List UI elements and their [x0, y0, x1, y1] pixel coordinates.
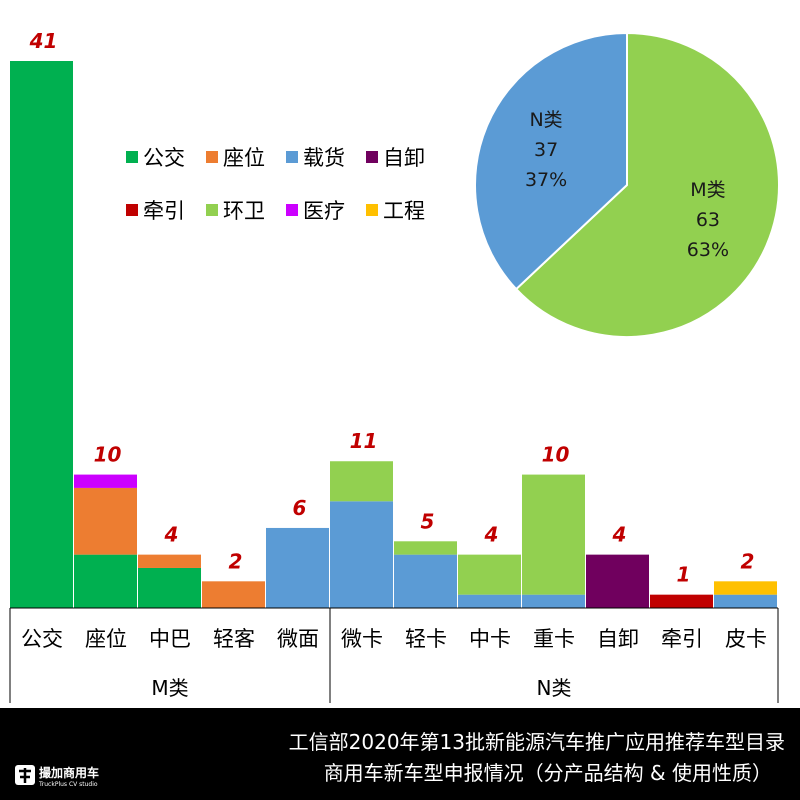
- bar-segment-座位-公交: [74, 554, 137, 608]
- bar-segment-皮卡-工程: [714, 581, 777, 595]
- legend-swatch-载货: [286, 151, 298, 163]
- bar-segment-轻客-座位: [202, 581, 265, 608]
- legend-label-载货: 载货: [303, 146, 345, 170]
- footer-title-line2: 商用车新车型申报情况（分产品结构 & 使用性质）: [324, 761, 772, 785]
- pie-label-M类-name: M类: [690, 179, 725, 201]
- bar-segment-中巴-公交: [138, 567, 201, 608]
- bar-segment-轻卡-载货: [394, 554, 457, 608]
- data-label-轻客: 2: [229, 549, 243, 573]
- pie-slice-M类: [514, 31, 780, 338]
- legend-swatch-工程: [366, 204, 378, 216]
- category-axis: 公交 座位 中巴 轻客 微面 微卡 轻卡 中卡 重卡 自卸 牵引 皮卡 M类 N类: [9, 607, 779, 703]
- legend-swatch-座位: [206, 151, 218, 163]
- legend-label-牵引: 牵引: [143, 199, 185, 223]
- group-label-M类: M类: [151, 676, 188, 700]
- logo-icon-mark: [19, 768, 31, 783]
- pie-label-N类-percent: 37%: [525, 169, 567, 191]
- bar-segment-轻卡-环卫: [394, 541, 457, 555]
- category-label-轻卡: 轻卡: [405, 627, 447, 651]
- data-label-重卡: 10: [542, 443, 570, 467]
- data-label-中卡: 4: [484, 523, 499, 547]
- pie-label-N类-name: N类: [529, 109, 562, 131]
- bar-segment-牵引-牵引: [650, 594, 713, 608]
- bar-segment-座位-医疗: [74, 474, 137, 488]
- footer-background: [0, 708, 800, 800]
- bar-segment-皮卡-载货: [714, 594, 777, 608]
- pie-chart: M类 63 63% N类 37 37%: [474, 31, 780, 338]
- category-label-座位: 座位: [85, 627, 127, 651]
- category-label-微卡: 微卡: [341, 627, 383, 651]
- footer-banner: 工信部2020年第13批新能源汽车推广应用推荐车型目录 商用车新车型申报情况（分…: [0, 708, 800, 800]
- category-label-自卸: 自卸: [597, 627, 639, 651]
- category-label-公交: 公交: [21, 627, 63, 651]
- legend-swatch-医疗: [286, 204, 298, 216]
- data-label-自卸: 4: [612, 523, 627, 547]
- data-label-微面: 6: [293, 496, 307, 520]
- bar-segment-中卡-环卫: [458, 554, 521, 595]
- logo-name: 撮加商用车: [39, 765, 99, 780]
- bar-segment-中卡-载货: [458, 594, 521, 608]
- legend-label-公交: 公交: [143, 146, 185, 170]
- legend-label-座位: 座位: [223, 146, 265, 170]
- legend-swatch-牵引: [126, 204, 138, 216]
- data-label-座位: 10: [94, 443, 122, 467]
- category-label-微面: 微面: [277, 627, 319, 651]
- data-label-中巴: 4: [164, 523, 179, 547]
- category-label-牵引: 牵引: [661, 627, 703, 651]
- data-label-轻卡: 5: [421, 509, 435, 533]
- pie-label-M类-percent: 63%: [687, 239, 729, 261]
- category-label-中卡: 中卡: [469, 627, 511, 651]
- legend-swatch-环卫: [206, 204, 218, 216]
- bar-segment-微卡-载货: [330, 501, 393, 608]
- bar-segment-微卡-环卫: [330, 461, 393, 502]
- data-label-皮卡: 2: [741, 549, 755, 573]
- data-label-公交: 41: [29, 29, 58, 53]
- category-label-皮卡: 皮卡: [725, 627, 767, 651]
- pie-slice-N类: [474, 31, 628, 291]
- footer-title-line1: 工信部2020年第13批新能源汽车推广应用推荐车型目录: [289, 730, 785, 754]
- legend-label-工程: 工程: [383, 199, 425, 223]
- pie-label-M类-value: 63: [696, 209, 720, 231]
- bar-segment-微面-载货: [266, 527, 329, 608]
- bar-segment-重卡-环卫: [522, 474, 585, 595]
- bar-segment-自卸-自卸: [586, 554, 649, 608]
- legend-label-医疗: 医疗: [303, 199, 345, 223]
- data-label-微卡: 11: [350, 429, 378, 453]
- group-label-N类: N类: [537, 676, 572, 700]
- legend-label-自卸: 自卸: [383, 146, 425, 170]
- logo: 撮加商用车 TruckPlus CV studio: [15, 765, 99, 788]
- category-label-轻客: 轻客: [213, 627, 255, 651]
- legend-swatch-自卸: [366, 151, 378, 163]
- data-label-牵引: 1: [677, 563, 691, 587]
- bar-segment-重卡-载货: [522, 594, 585, 608]
- bar-segment-中巴-座位: [138, 554, 201, 568]
- logo-subtitle: TruckPlus CV studio: [38, 781, 98, 788]
- legend-swatch-公交: [126, 151, 138, 163]
- bar-segment-座位-座位: [74, 487, 137, 555]
- pie-label-N类-value: 37: [534, 139, 558, 161]
- legend-label-环卫: 环卫: [223, 199, 265, 223]
- category-label-重卡: 重卡: [533, 627, 575, 651]
- category-label-中巴: 中巴: [149, 627, 191, 651]
- bar-segment-公交-公交: [10, 61, 73, 608]
